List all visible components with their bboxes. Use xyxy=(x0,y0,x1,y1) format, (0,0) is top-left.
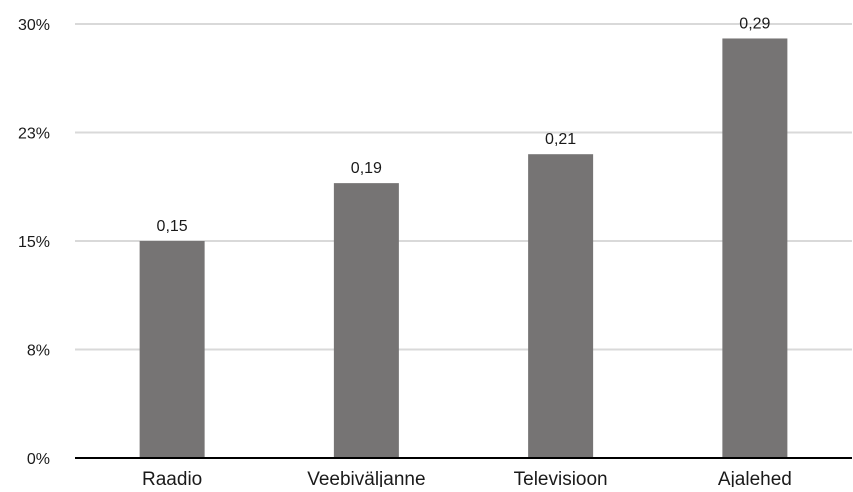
y-tick-label: 8% xyxy=(27,343,50,360)
data-label: 0,29 xyxy=(739,15,770,32)
y-tick-label: 30% xyxy=(18,17,50,34)
y-axis-tick-labels: 0% 8% 15% 23% 30% xyxy=(18,17,50,468)
data-label: 0,15 xyxy=(157,218,188,235)
bar-4 xyxy=(722,38,788,458)
x-category-label: Televisioon xyxy=(514,469,608,487)
y-tick-label: 15% xyxy=(18,234,50,251)
x-axis-category-labels: Raadio Veebiväljanne Televisioon Ajalehed xyxy=(142,469,792,490)
bar-2 xyxy=(333,183,399,458)
y-tick-label: 0% xyxy=(27,451,50,468)
x-category-label: Veebiväljanne xyxy=(307,469,425,487)
data-label: 0,21 xyxy=(545,131,576,148)
data-labels: 0,15 0,19 0,21 0,29 xyxy=(157,15,771,235)
y-tick-label: 23% xyxy=(18,126,50,143)
bar-1 xyxy=(139,241,205,458)
bar-3 xyxy=(528,154,594,458)
data-label: 0,19 xyxy=(351,160,382,177)
x-category-label: Ajalehed xyxy=(718,469,792,487)
x-category-label: Raadio xyxy=(142,469,202,487)
bars xyxy=(139,38,788,458)
